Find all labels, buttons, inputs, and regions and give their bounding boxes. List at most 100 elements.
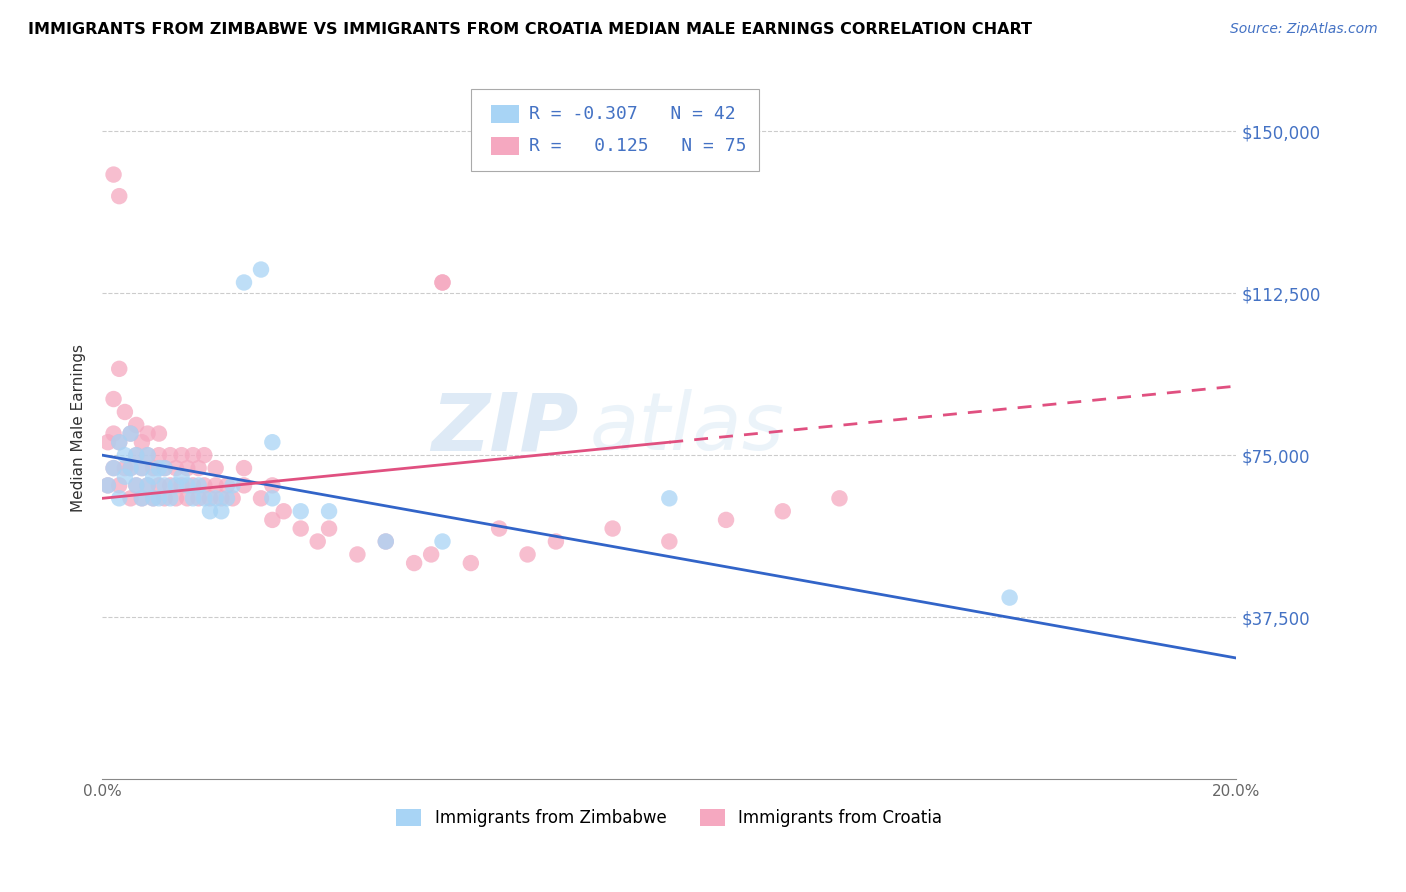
Point: [120, 426, 142, 441]
Text: ZIP: ZIP: [432, 389, 579, 467]
Text: R =   0.125   N = 75: R = 0.125 N = 75: [529, 137, 747, 155]
Point: [181, 478, 204, 492]
Point: [318, 522, 340, 536]
Point: [432, 276, 454, 290]
Point: [159, 478, 181, 492]
Point: [187, 491, 209, 506]
Point: [714, 513, 737, 527]
Point: [233, 276, 256, 290]
Text: R = -0.307   N = 42: R = -0.307 N = 42: [529, 105, 735, 123]
Point: [204, 478, 226, 492]
Point: [488, 522, 510, 536]
Point: [165, 491, 187, 506]
Point: [250, 262, 273, 277]
Point: [404, 556, 426, 570]
Point: [273, 504, 295, 518]
Point: [221, 478, 243, 492]
Point: [170, 478, 193, 492]
Point: [159, 448, 181, 462]
Point: [136, 478, 159, 492]
Point: [108, 435, 131, 450]
Point: [131, 491, 153, 506]
Point: [215, 491, 238, 506]
Point: [108, 189, 131, 203]
Point: [136, 448, 159, 462]
Point: [198, 491, 221, 506]
Point: [131, 461, 153, 475]
Point: [142, 491, 165, 506]
Point: [187, 478, 209, 492]
Point: [97, 478, 120, 492]
Point: [153, 461, 176, 475]
Point: [262, 491, 284, 506]
Point: [176, 461, 198, 475]
Point: [136, 478, 159, 492]
Point: [460, 556, 482, 570]
Point: [215, 478, 238, 492]
Point: [170, 448, 193, 462]
Point: [290, 522, 312, 536]
Point: [103, 168, 125, 182]
Point: [136, 448, 159, 462]
Point: [318, 504, 340, 518]
Point: [307, 534, 329, 549]
Point: [103, 461, 125, 475]
Point: [658, 534, 681, 549]
Point: [131, 461, 153, 475]
Point: [170, 469, 193, 483]
Point: [176, 478, 198, 492]
Point: [108, 435, 131, 450]
Point: [290, 504, 312, 518]
Point: [97, 435, 120, 450]
Legend: Immigrants from Zimbabwe, Immigrants from Croatia: Immigrants from Zimbabwe, Immigrants fro…: [389, 802, 949, 834]
Point: [420, 548, 443, 562]
Point: [262, 513, 284, 527]
Point: [114, 469, 136, 483]
Point: [209, 491, 232, 506]
Point: [159, 491, 181, 506]
Point: [131, 491, 153, 506]
Point: [998, 591, 1021, 605]
Point: [432, 534, 454, 549]
Point: [120, 426, 142, 441]
Point: [602, 522, 624, 536]
Point: [233, 478, 256, 492]
Point: [346, 548, 368, 562]
Y-axis label: Median Male Earnings: Median Male Earnings: [72, 344, 86, 512]
Point: [204, 461, 226, 475]
Point: [262, 435, 284, 450]
Text: IMMIGRANTS FROM ZIMBABWE VS IMMIGRANTS FROM CROATIA MEDIAN MALE EARNINGS CORRELA: IMMIGRANTS FROM ZIMBABWE VS IMMIGRANTS F…: [28, 22, 1032, 37]
Text: atlas: atlas: [591, 389, 785, 467]
Text: Source: ZipAtlas.com: Source: ZipAtlas.com: [1230, 22, 1378, 37]
Point: [176, 491, 198, 506]
Point: [108, 361, 131, 376]
Point: [131, 435, 153, 450]
Point: [221, 491, 243, 506]
Point: [114, 448, 136, 462]
Point: [187, 461, 209, 475]
Point: [120, 461, 142, 475]
Point: [193, 478, 215, 492]
Point: [374, 534, 396, 549]
Point: [193, 448, 215, 462]
Point: [165, 461, 187, 475]
Point: [103, 392, 125, 406]
Point: [136, 426, 159, 441]
Point: [544, 534, 567, 549]
Point: [432, 276, 454, 290]
Point: [181, 491, 204, 506]
Point: [103, 426, 125, 441]
Point: [374, 534, 396, 549]
Point: [148, 461, 170, 475]
Point: [120, 461, 142, 475]
Point: [125, 478, 148, 492]
Point: [153, 461, 176, 475]
Point: [142, 461, 165, 475]
Point: [125, 448, 148, 462]
Point: [103, 461, 125, 475]
Point: [198, 504, 221, 518]
Point: [108, 478, 131, 492]
Point: [148, 426, 170, 441]
Point: [125, 448, 148, 462]
Point: [828, 491, 851, 506]
